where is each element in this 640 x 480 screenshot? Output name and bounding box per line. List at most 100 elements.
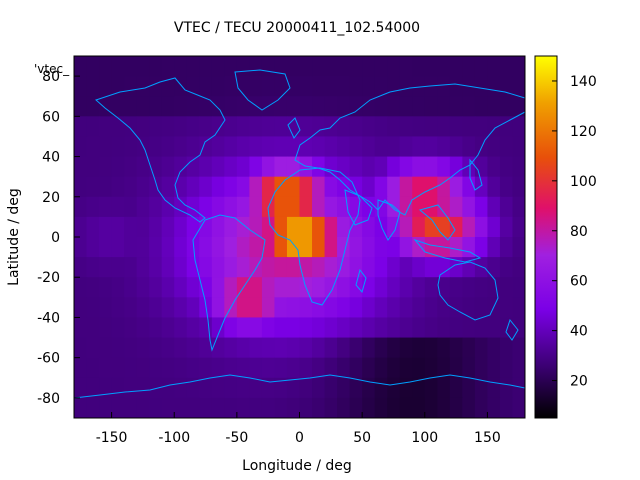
heatmap-cell xyxy=(249,96,263,117)
y-axis-label: Latitude / deg xyxy=(6,188,22,286)
y-tick-label: 40 xyxy=(42,150,60,166)
heatmap-cell xyxy=(374,96,388,117)
heatmap-cell xyxy=(74,196,88,218)
heatmap-cell xyxy=(412,277,426,298)
heatmap-cell xyxy=(161,377,175,399)
heatmap-cell xyxy=(274,116,288,138)
heatmap-cell xyxy=(337,216,351,238)
colorbar-axis: 20 40 60 80 100 120 140 xyxy=(552,74,597,390)
heatmap-cell xyxy=(362,377,376,399)
heatmap-cell xyxy=(412,377,426,399)
heatmap-cell xyxy=(161,136,175,158)
heatmap-cell xyxy=(224,136,238,158)
heatmap-cell xyxy=(136,257,150,278)
heatmap-cell xyxy=(74,56,88,77)
x-tick-label: 50 xyxy=(353,430,371,446)
heatmap-cell xyxy=(261,96,276,117)
x-tick-label: 150 xyxy=(474,430,501,446)
heatmap-cell xyxy=(399,377,413,399)
heatmap-cell xyxy=(299,96,313,117)
heatmap-cell xyxy=(286,377,301,399)
heatmap-cell xyxy=(199,156,213,178)
heatmap-cell xyxy=(274,156,288,178)
heatmap-cell xyxy=(111,96,125,117)
heatmap-cell xyxy=(437,176,451,198)
heatmap-cell xyxy=(86,297,100,319)
heatmap-cell xyxy=(499,357,514,379)
heatmap-cell xyxy=(337,357,351,379)
heatmap-cell xyxy=(424,136,438,158)
heatmap-cell xyxy=(124,156,138,178)
heatmap-cell xyxy=(224,337,238,359)
heatmap-cell xyxy=(286,176,301,198)
heatmap-cell xyxy=(412,297,426,319)
heatmap-cell xyxy=(412,357,426,379)
heatmap-cell xyxy=(274,357,288,379)
heatmap-cell xyxy=(286,76,301,97)
heatmap-cell xyxy=(86,357,100,379)
heatmap-cell xyxy=(487,337,501,359)
heatmap-cell xyxy=(324,317,338,339)
heatmap xyxy=(74,56,525,418)
x-tick-label: -150 xyxy=(96,430,128,446)
heatmap-cell xyxy=(249,277,263,298)
heatmap-cell xyxy=(449,277,463,298)
heatmap-cell xyxy=(374,196,388,218)
heatmap-cell xyxy=(337,337,351,359)
heatmap-cell xyxy=(136,96,150,117)
heatmap-cell xyxy=(374,257,388,278)
heatmap-cell xyxy=(261,337,276,359)
heatmap-cell xyxy=(186,56,200,77)
heatmap-cell xyxy=(74,116,88,138)
heatmap-cell xyxy=(399,156,413,178)
colorbar-tick-label: 100 xyxy=(570,174,597,190)
heatmap-cell xyxy=(174,156,188,178)
heatmap-cell xyxy=(249,397,263,418)
heatmap-cell xyxy=(186,96,200,117)
heatmap-cell xyxy=(186,337,200,359)
heatmap-cell xyxy=(387,297,401,319)
heatmap-cell xyxy=(449,317,463,339)
heatmap-cell xyxy=(449,136,463,158)
heatmap-cell xyxy=(186,196,200,218)
heatmap-cell xyxy=(161,176,175,198)
heatmap-cell xyxy=(424,337,438,359)
heatmap-cell xyxy=(136,176,150,198)
heatmap-cell xyxy=(312,377,326,399)
heatmap-cell xyxy=(512,116,525,138)
heatmap-cell xyxy=(312,116,326,138)
heatmap-cell xyxy=(499,196,514,218)
heatmap-cell xyxy=(74,397,88,418)
heatmap-cell xyxy=(161,397,175,418)
heatmap-cell xyxy=(149,297,163,319)
heatmap-cell xyxy=(174,237,188,258)
heatmap-cell xyxy=(462,56,476,77)
heatmap-cell xyxy=(362,136,376,158)
heatmap-cell xyxy=(174,196,188,218)
heatmap-cell xyxy=(224,317,238,339)
heatmap-cell xyxy=(149,76,163,97)
heatmap-cell xyxy=(186,257,200,278)
heatmap-cell xyxy=(487,277,501,298)
heatmap-cell xyxy=(437,136,451,158)
heatmap-cell xyxy=(199,176,213,198)
coastline-madagascar xyxy=(355,268,367,294)
heatmap-cell xyxy=(374,297,388,319)
heatmap-cell xyxy=(487,357,501,379)
heatmap-cell xyxy=(286,56,301,77)
heatmap-cell xyxy=(249,176,263,198)
heatmap-cell xyxy=(111,156,125,178)
heatmap-cell xyxy=(512,357,525,379)
heatmap-cell xyxy=(224,377,238,399)
heatmap-cell xyxy=(286,196,301,218)
heatmap-cell xyxy=(286,297,301,319)
heatmap-cell xyxy=(362,216,376,238)
heatmap-cell xyxy=(487,56,501,77)
heatmap-cell xyxy=(86,237,100,258)
heatmap-cell xyxy=(449,297,463,319)
heatmap-cell xyxy=(99,377,113,399)
heatmap-cell xyxy=(349,136,363,158)
heatmap-cell xyxy=(299,116,313,138)
heatmap-cell xyxy=(261,357,276,379)
